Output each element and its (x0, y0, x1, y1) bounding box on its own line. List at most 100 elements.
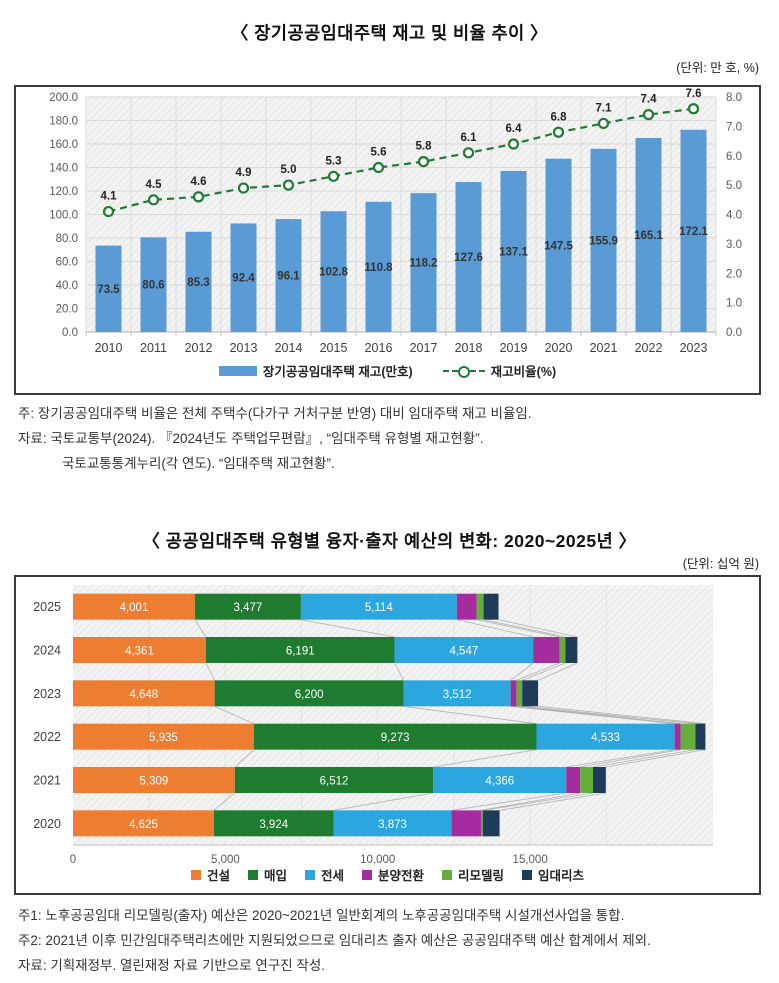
series-connector-line (205, 662, 216, 681)
bar-value-label: 137.1 (499, 246, 528, 258)
stock-bar (140, 237, 167, 332)
bar-value-label: 110.8 (364, 262, 393, 274)
segment-임대리츠 (522, 680, 539, 707)
segment-value-label: 4,361 (125, 646, 154, 658)
segment-value-label: 9,273 (381, 732, 410, 744)
left-axis-label: 140.0 (49, 163, 78, 175)
segment-value-label: 4,533 (591, 732, 620, 744)
legend-item-jeonse: 전세 (304, 865, 344, 884)
line-value-label: 7.6 (686, 88, 702, 100)
left-axis-label: 80.0 (56, 233, 78, 245)
line-marker (192, 191, 205, 203)
right-axis-label: 4.0 (726, 210, 742, 222)
series-connector-line (605, 749, 706, 768)
series-connector-line (482, 792, 594, 811)
series-connector-line (234, 749, 255, 768)
series-connector-line (451, 792, 567, 811)
bar-value-label: 80.6 (142, 280, 164, 292)
legend-label: 매입 (263, 869, 287, 883)
legend-label-stock: 장기공공임대주택 재고(만호) (262, 365, 413, 379)
segment-리모델링 (476, 593, 484, 620)
x-axis-label: 2014 (275, 341, 303, 355)
series-connector-line (537, 662, 578, 681)
series-connector-line (498, 619, 578, 638)
stock-bar (680, 129, 707, 332)
left-axis-label: 180.0 (49, 116, 78, 128)
x-axis-label: 2010 (95, 341, 123, 355)
series-connector-line (403, 705, 537, 725)
chart2-notes: 주1: 노후공공임대 리모델링(출자) 예산은 2020~2021년 일반회계의… (18, 903, 763, 978)
segment-전세 (433, 767, 567, 793)
segment-value-label: 4,001 (120, 602, 149, 614)
segment-매입 (205, 637, 395, 663)
stock-bar (320, 211, 347, 332)
right-axis-label: 7.0 (726, 121, 742, 133)
x-axis-label: 0 (70, 854, 76, 865)
segment-value-label: 6,191 (286, 646, 315, 658)
circle-marker-icon (457, 365, 470, 378)
segment-분양전환 (674, 723, 681, 750)
ratio-line (108, 107, 694, 213)
segment-매입 (194, 593, 301, 620)
line-marker (597, 117, 610, 130)
line-value-label: 6.4 (506, 123, 523, 135)
line-marker (237, 182, 250, 194)
series-connector-line (516, 662, 560, 681)
y-axis-label: 2021 (33, 774, 61, 788)
left-axis-label: 40.0 (56, 280, 78, 292)
line-marker (687, 103, 700, 115)
series-connector-line (522, 662, 566, 681)
line-marker (462, 147, 475, 159)
x-axis-label: 2020 (545, 341, 573, 355)
bar-value-label: 118.2 (409, 258, 437, 270)
series-connector-line (510, 662, 534, 681)
y-axis-label: 2023 (33, 687, 61, 701)
segment-value-label: 3,873 (378, 819, 407, 831)
legend-label: 건설 (206, 869, 230, 883)
legend-label: 임대리츠 (538, 869, 585, 883)
legend-item-reits: 임대리츠 (522, 865, 584, 884)
right-axis-label: 6.0 (726, 151, 742, 163)
x-axis-label: 2023 (680, 341, 708, 355)
segment-value-label: 4,366 (485, 776, 514, 788)
series-connector-line (510, 705, 675, 725)
segment-전세 (300, 593, 457, 620)
chart2-plot: 0 5,000 10,000 15,000 2025 4,001 3,477 5,114 202… (33, 585, 713, 865)
line-marker (642, 109, 655, 121)
segment-분양전환 (451, 810, 481, 837)
series-connector-line (394, 662, 404, 681)
chart1-notes: 주: 장기공공임대주택 비율은 전체 주택수(다가구 거처구분 반영) 대비 임… (18, 401, 763, 476)
stock-bar (185, 231, 212, 332)
line-value-label: 5.3 (326, 155, 342, 167)
legend-label: 분양전환 (378, 869, 425, 883)
bar-value-label: 165.1 (634, 230, 663, 242)
stock-bar (635, 138, 662, 332)
segment-건설 (73, 767, 235, 793)
series-connector-line (214, 705, 255, 725)
series-connector-line (522, 705, 696, 725)
line-value-label: 4.1 (101, 191, 118, 203)
line-marker (417, 156, 430, 168)
line-value-label: 6.8 (551, 111, 568, 123)
line-marker (102, 205, 115, 218)
left-axis-label: 100.0 (49, 210, 78, 222)
left-axis-label: 0.0 (62, 327, 78, 339)
series-connector-line (333, 792, 434, 811)
line-marker (372, 161, 385, 174)
series-connector-line (433, 749, 537, 768)
segment-임대리츠 (483, 593, 499, 620)
bar-value-label: 127.6 (454, 252, 483, 264)
note-line: 자료: 기획재정부. 열린재정 자료 기반으로 연구진 작성. (18, 958, 325, 973)
segment-건설 (73, 723, 254, 750)
segment-분양전환 (456, 593, 477, 620)
legend-label: 리모델링 (458, 869, 505, 883)
note-line: 주1: 노후공공임대 리모델링(출자) 예산은 2020~2021년 일반회계의… (18, 908, 625, 923)
color-swatch (442, 869, 453, 880)
note-line: 주2: 2021년 이후 민간임대주택리츠에만 지원되었으므로 임대리츠 출자 … (18, 933, 651, 948)
legend-item-construction: 건설 (190, 865, 230, 884)
x-axis-label: 2017 (410, 341, 438, 355)
chart2-legend: 건설 매입 전세 분양전환 리모델링 임대리츠 (16, 865, 759, 884)
stock-bar (95, 245, 122, 332)
segment-value-label: 3,477 (234, 602, 263, 614)
plot-area (73, 585, 713, 845)
